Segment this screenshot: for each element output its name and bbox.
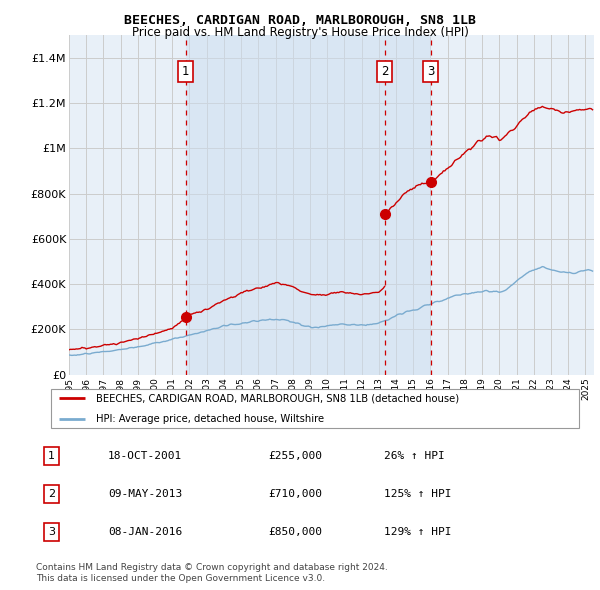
Text: 1: 1 bbox=[182, 65, 190, 78]
Text: 26% ↑ HPI: 26% ↑ HPI bbox=[384, 451, 445, 461]
Text: 09-MAY-2013: 09-MAY-2013 bbox=[108, 489, 182, 499]
Text: £850,000: £850,000 bbox=[268, 527, 322, 537]
Text: 3: 3 bbox=[427, 65, 434, 78]
Text: BEECHES, CARDIGAN ROAD, MARLBOROUGH, SN8 1LB (detached house): BEECHES, CARDIGAN ROAD, MARLBOROUGH, SN8… bbox=[96, 394, 459, 404]
Text: 2: 2 bbox=[48, 489, 55, 499]
Text: 18-OCT-2001: 18-OCT-2001 bbox=[108, 451, 182, 461]
Text: 125% ↑ HPI: 125% ↑ HPI bbox=[384, 489, 451, 499]
Text: £710,000: £710,000 bbox=[268, 489, 322, 499]
Text: 129% ↑ HPI: 129% ↑ HPI bbox=[384, 527, 451, 537]
Text: 3: 3 bbox=[48, 527, 55, 537]
Text: £255,000: £255,000 bbox=[268, 451, 322, 461]
Text: 08-JAN-2016: 08-JAN-2016 bbox=[108, 527, 182, 537]
Text: This data is licensed under the Open Government Licence v3.0.: This data is licensed under the Open Gov… bbox=[36, 573, 325, 583]
Text: BEECHES, CARDIGAN ROAD, MARLBOROUGH, SN8 1LB: BEECHES, CARDIGAN ROAD, MARLBOROUGH, SN8… bbox=[124, 14, 476, 27]
Text: 2: 2 bbox=[381, 65, 389, 78]
Text: HPI: Average price, detached house, Wiltshire: HPI: Average price, detached house, Wilt… bbox=[96, 414, 324, 424]
Text: Contains HM Land Registry data © Crown copyright and database right 2024.: Contains HM Land Registry data © Crown c… bbox=[36, 563, 388, 572]
Text: 1: 1 bbox=[48, 451, 55, 461]
FancyBboxPatch shape bbox=[50, 389, 580, 428]
Bar bbox=[186, 35, 431, 375]
Text: Price paid vs. HM Land Registry's House Price Index (HPI): Price paid vs. HM Land Registry's House … bbox=[131, 26, 469, 39]
